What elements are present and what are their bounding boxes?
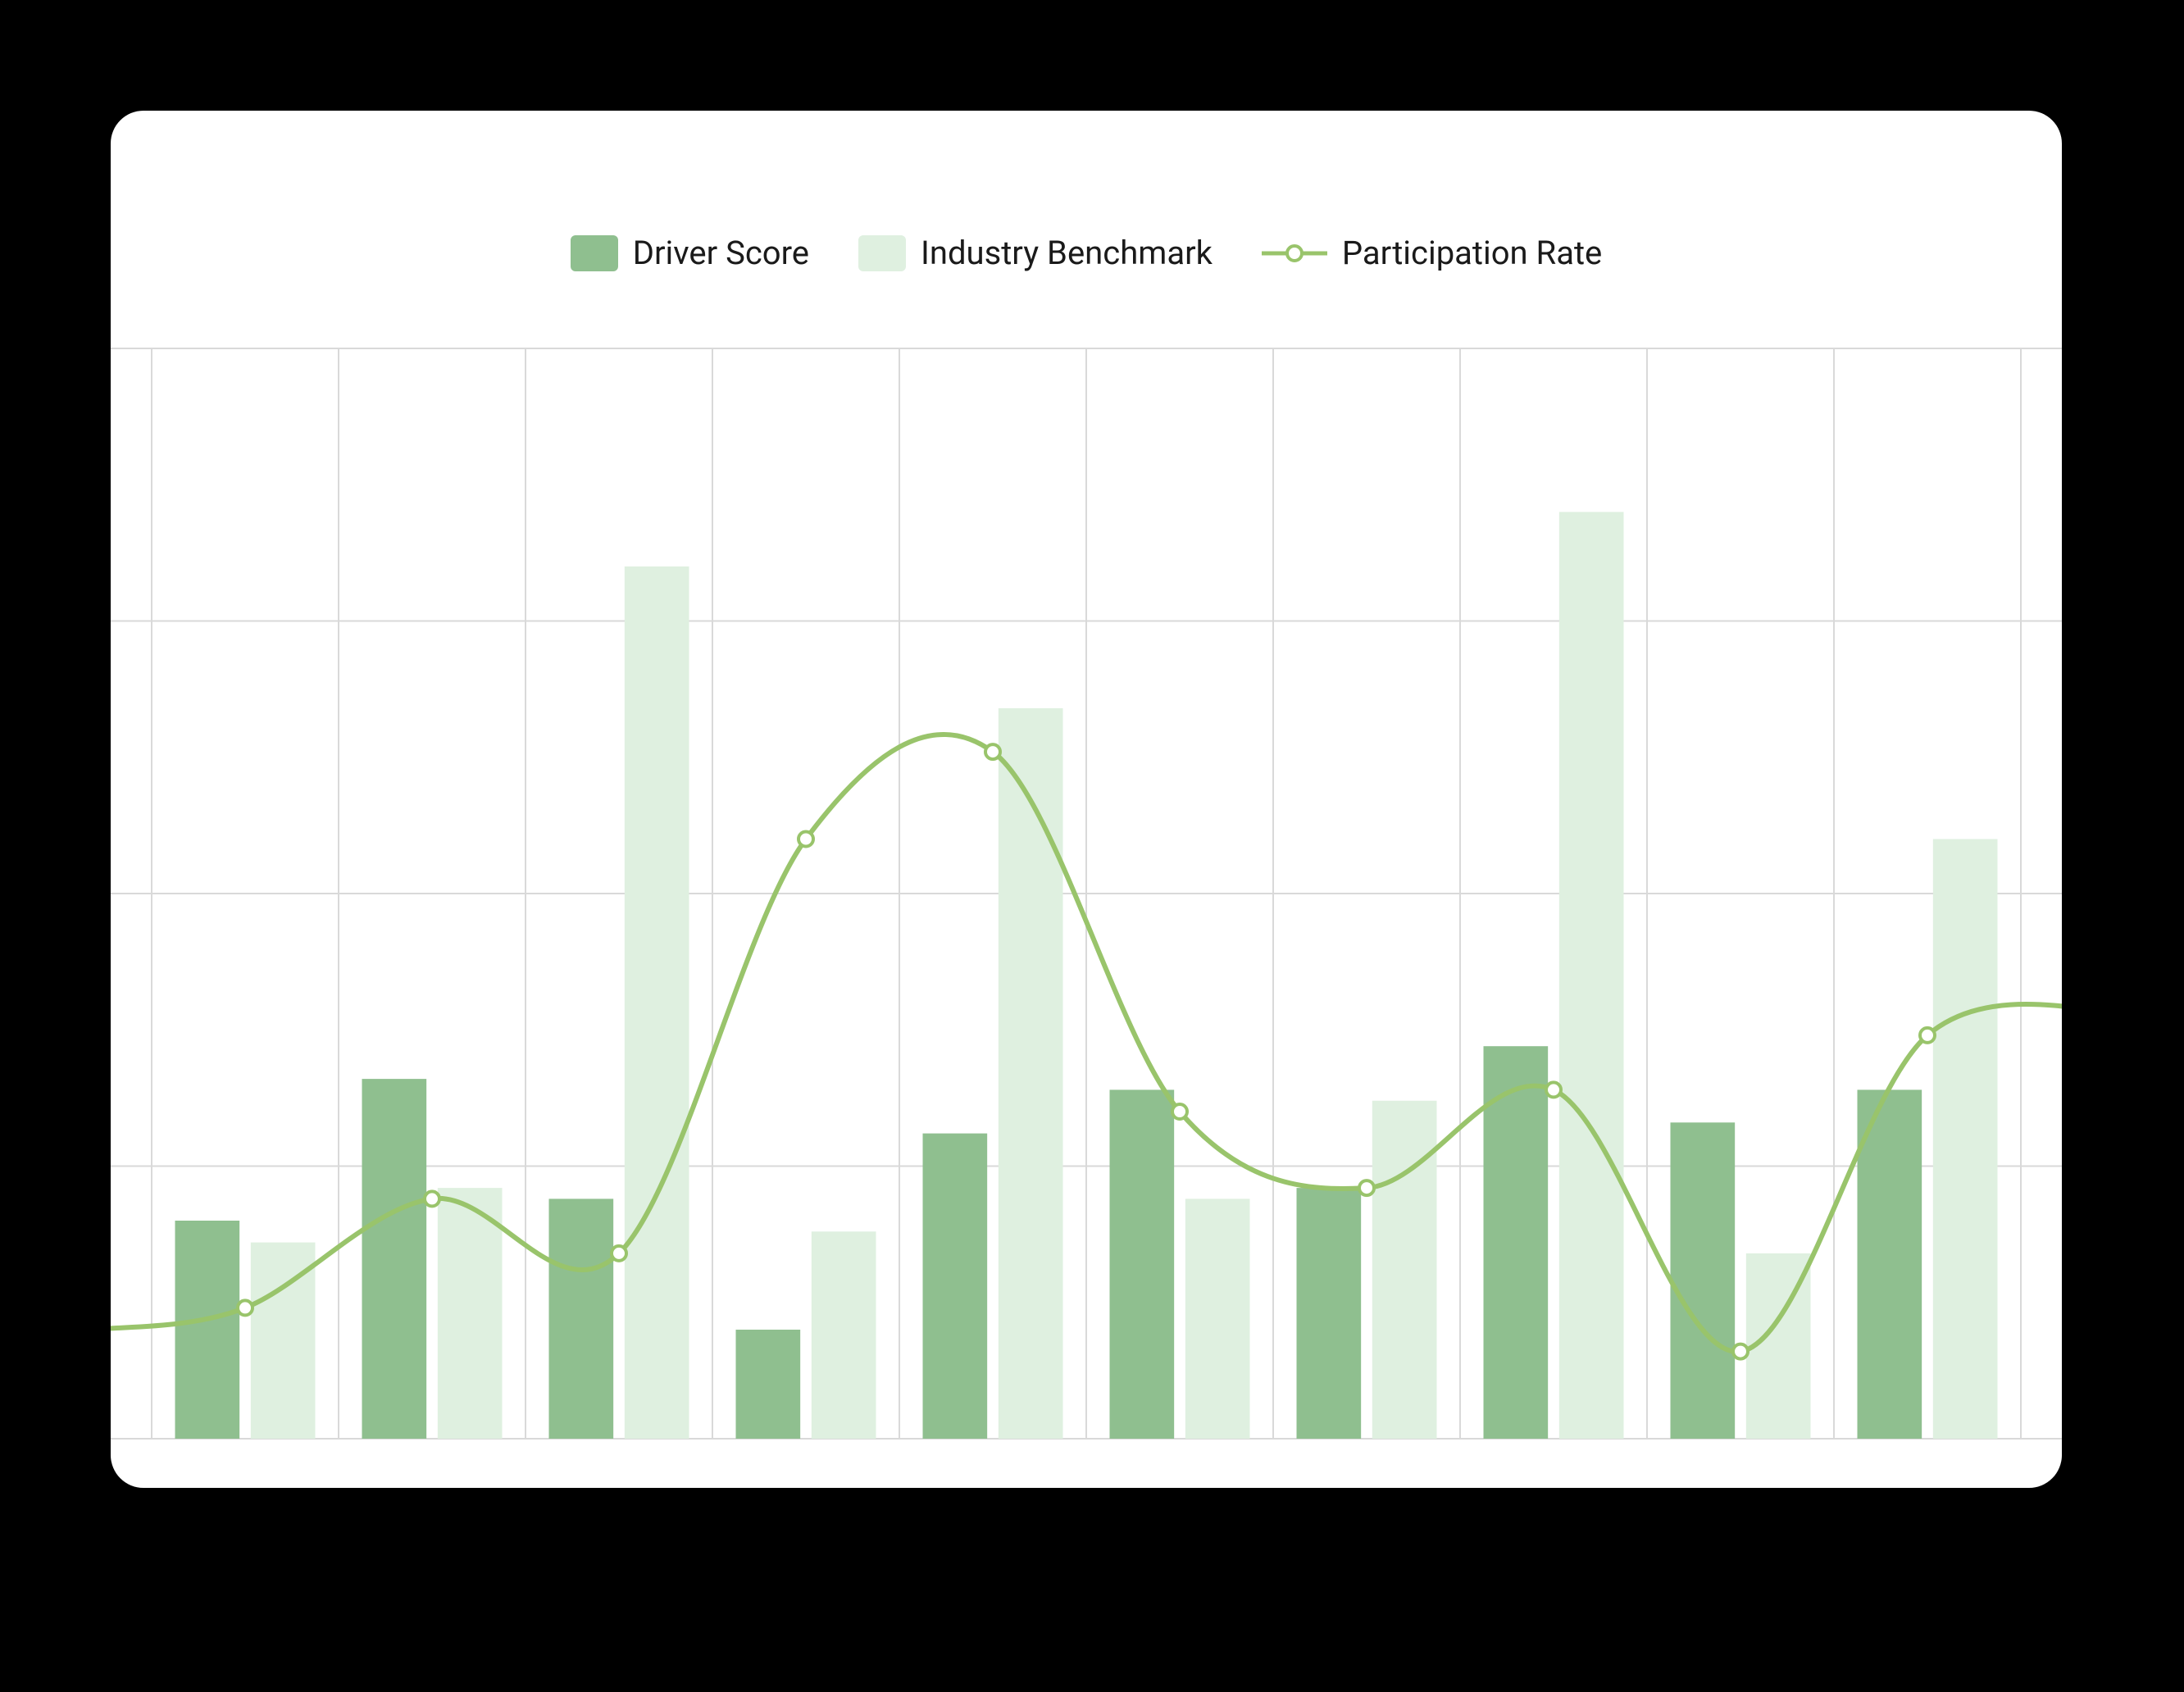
legend-swatch-industry-benchmark xyxy=(858,235,906,271)
bar-industry-benchmark xyxy=(438,1188,503,1439)
chart-card: Driver Score Industry Benchmark Particip… xyxy=(111,111,2062,1488)
legend-label-participation-rate: Participation Rate xyxy=(1342,234,1602,272)
stage: Driver Score Industry Benchmark Particip… xyxy=(0,0,2184,1692)
marker-participation-rate xyxy=(1359,1180,1374,1195)
marker-participation-rate xyxy=(1546,1082,1561,1097)
legend-label-driver-score: Driver Score xyxy=(633,234,809,272)
bar-driver-score xyxy=(175,1221,240,1439)
chart-plot-area xyxy=(111,324,2062,1463)
bar-driver-score xyxy=(1858,1089,1922,1439)
bar-industry-benchmark xyxy=(625,566,689,1439)
marker-participation-rate xyxy=(985,744,1000,759)
legend-item-industry-benchmark[interactable]: Industry Benchmark xyxy=(858,234,1213,272)
bar-industry-benchmark xyxy=(1185,1198,1250,1439)
bar-industry-benchmark xyxy=(812,1231,876,1439)
legend-swatch-participation-rate xyxy=(1262,235,1327,271)
chart-legend: Driver Score Industry Benchmark Particip… xyxy=(111,234,2062,272)
marker-participation-rate xyxy=(1172,1104,1187,1119)
bar-driver-score xyxy=(362,1079,427,1439)
legend-label-industry-benchmark: Industry Benchmark xyxy=(921,234,1213,272)
bar-industry-benchmark xyxy=(1372,1101,1437,1439)
marker-participation-rate xyxy=(612,1246,626,1261)
legend-item-driver-score[interactable]: Driver Score xyxy=(571,234,809,272)
bar-driver-score xyxy=(1297,1188,1362,1439)
marker-participation-rate xyxy=(425,1191,439,1206)
bar-driver-score xyxy=(549,1198,614,1439)
chart-svg xyxy=(111,324,2062,1463)
bar-driver-score xyxy=(923,1134,988,1439)
bar-industry-benchmark xyxy=(999,708,1063,1439)
bar-driver-score xyxy=(1110,1089,1175,1439)
bar-industry-benchmark xyxy=(1933,839,1998,1440)
marker-participation-rate xyxy=(1733,1344,1748,1359)
marker-participation-rate xyxy=(238,1300,253,1315)
legend-item-participation-rate[interactable]: Participation Rate xyxy=(1262,234,1602,272)
bar-driver-score xyxy=(736,1330,801,1439)
marker-participation-rate xyxy=(1920,1028,1935,1043)
marker-participation-rate xyxy=(799,832,813,847)
bar-driver-score xyxy=(1484,1046,1549,1439)
bar-industry-benchmark xyxy=(1559,512,1624,1440)
legend-swatch-driver-score xyxy=(571,235,618,271)
bar-driver-score xyxy=(1671,1122,1736,1439)
